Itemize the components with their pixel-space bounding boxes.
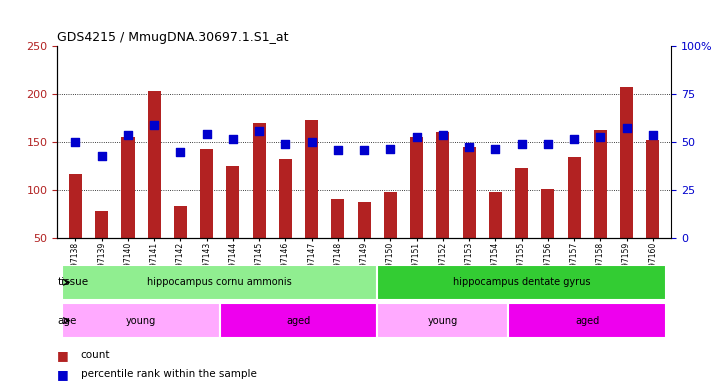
Point xyxy=(122,132,134,139)
Bar xyxy=(410,137,423,238)
Bar xyxy=(508,303,666,338)
Text: hippocampus dentate gyrus: hippocampus dentate gyrus xyxy=(453,277,590,287)
Bar xyxy=(331,199,344,238)
Point xyxy=(516,141,528,147)
Point xyxy=(201,131,212,137)
Bar xyxy=(62,303,220,338)
Point xyxy=(227,136,238,142)
Bar xyxy=(253,123,266,238)
Bar xyxy=(121,137,134,238)
Text: young: young xyxy=(126,316,156,326)
Bar xyxy=(279,159,292,238)
Point xyxy=(595,134,606,140)
Bar xyxy=(358,202,371,238)
Text: tissue: tissue xyxy=(58,277,89,287)
Text: percentile rank within the sample: percentile rank within the sample xyxy=(81,369,256,379)
Bar xyxy=(463,147,476,238)
Bar xyxy=(174,207,187,238)
Point xyxy=(647,132,658,139)
Text: young: young xyxy=(428,316,458,326)
Point xyxy=(358,147,370,153)
Bar xyxy=(436,132,449,238)
Bar xyxy=(377,265,666,300)
Bar xyxy=(148,91,161,238)
Bar xyxy=(489,192,502,238)
Bar xyxy=(200,149,213,238)
Point xyxy=(306,139,317,145)
Text: aged: aged xyxy=(286,316,311,326)
Point xyxy=(621,124,633,131)
Point xyxy=(70,139,81,145)
Text: GDS4215 / MmugDNA.30697.1.S1_at: GDS4215 / MmugDNA.30697.1.S1_at xyxy=(57,30,288,43)
Bar xyxy=(568,157,580,238)
Text: hippocampus cornu ammonis: hippocampus cornu ammonis xyxy=(147,277,292,287)
Point xyxy=(175,149,186,155)
Point xyxy=(332,147,343,153)
Bar xyxy=(620,88,633,238)
Bar xyxy=(305,120,318,238)
Point xyxy=(542,141,553,147)
Bar xyxy=(515,168,528,238)
Text: ■: ■ xyxy=(57,349,69,362)
Text: ■: ■ xyxy=(57,368,69,381)
Point xyxy=(490,146,501,152)
Bar xyxy=(69,174,82,238)
Bar xyxy=(541,189,554,238)
Bar xyxy=(95,211,109,238)
Point xyxy=(463,144,475,150)
Point xyxy=(437,132,448,139)
Bar xyxy=(226,166,239,238)
Bar xyxy=(384,192,397,238)
Point xyxy=(149,122,160,128)
Text: count: count xyxy=(81,350,110,360)
Bar xyxy=(594,130,607,238)
Bar xyxy=(646,140,659,238)
Bar xyxy=(220,303,377,338)
Text: aged: aged xyxy=(575,316,599,326)
Point xyxy=(96,153,107,160)
Bar xyxy=(377,303,508,338)
Text: age: age xyxy=(58,316,77,326)
Point xyxy=(411,134,423,140)
Point xyxy=(385,146,396,152)
Point xyxy=(253,127,265,134)
Bar xyxy=(62,265,377,300)
Point xyxy=(280,141,291,147)
Point xyxy=(568,136,580,142)
